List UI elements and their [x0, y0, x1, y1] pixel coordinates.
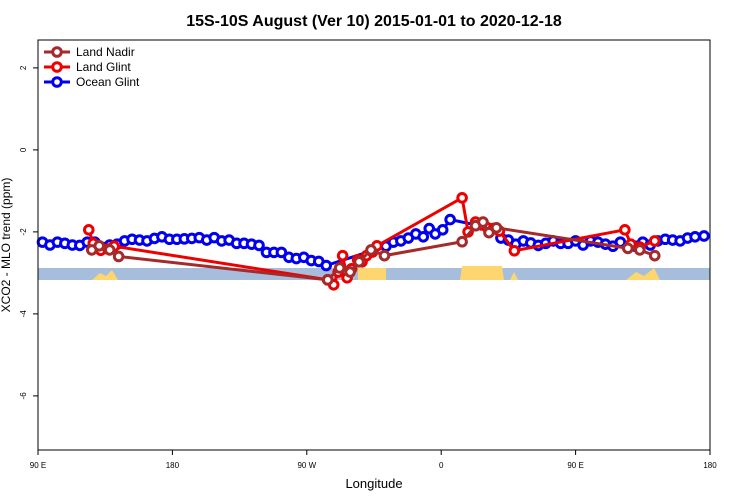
data-point [508, 244, 521, 257]
x-tick-label: 180 [166, 461, 180, 470]
x-tick-label: 90 W [297, 461, 316, 470]
plot-area [36, 192, 710, 291]
data-point [336, 249, 349, 262]
x-axis-label: Longitude [345, 476, 402, 491]
data-point [103, 244, 116, 256]
y-tick-label: 2 [19, 65, 28, 70]
data-point [320, 259, 333, 272]
y-tick-label: -4 [19, 310, 28, 318]
data-point [275, 246, 288, 259]
legend-label: Ocean Glint [76, 75, 140, 89]
y-tick-label: 0 [19, 147, 28, 152]
y-tick-label: -2 [19, 228, 28, 236]
data-point [490, 221, 503, 234]
legend-marker [51, 46, 63, 58]
x-tick-label: 90 E [567, 461, 583, 470]
data-point [353, 256, 365, 268]
data-point [619, 224, 631, 236]
chart-title: 15S-10S August (Ver 10) 2015-01-01 to 20… [186, 13, 562, 30]
data-point [417, 231, 430, 243]
data-point [82, 224, 95, 236]
data-point [483, 226, 495, 239]
data-point [456, 192, 468, 204]
data-point [321, 274, 334, 286]
data-point [456, 235, 468, 248]
legend-label: Land Nadir [76, 45, 135, 59]
data-point [344, 266, 356, 278]
data-point [648, 249, 661, 262]
data-point [365, 244, 377, 256]
x-tick-label: 0 [439, 461, 444, 470]
land-band [510, 272, 518, 280]
data-point [93, 240, 106, 252]
data-point [436, 224, 449, 236]
data-point [333, 262, 346, 274]
data-point [378, 249, 391, 262]
surface-band [38, 266, 710, 280]
plot-border [37, 39, 711, 451]
data-point [648, 235, 661, 247]
land-band [92, 270, 118, 280]
data-point [622, 242, 634, 255]
land-band [626, 268, 660, 280]
land-band [460, 266, 504, 280]
y-tick-label: -6 [19, 392, 28, 400]
data-point [477, 216, 489, 228]
x-tick-label: 90 E [30, 461, 46, 470]
series [85, 216, 661, 286]
legend-marker [51, 76, 63, 88]
land-band [358, 268, 386, 280]
legend-marker [51, 61, 63, 73]
data-point [444, 213, 456, 226]
y-axis-label: XCO2 - MLO trend (ppm) [0, 178, 13, 313]
data-point [112, 250, 125, 263]
legend-label: Land Glint [76, 60, 131, 74]
x-tick-label: 180 [703, 461, 717, 470]
data-point [253, 239, 265, 252]
data-point [698, 230, 710, 242]
data-point [634, 244, 646, 256]
data-point [689, 231, 701, 243]
